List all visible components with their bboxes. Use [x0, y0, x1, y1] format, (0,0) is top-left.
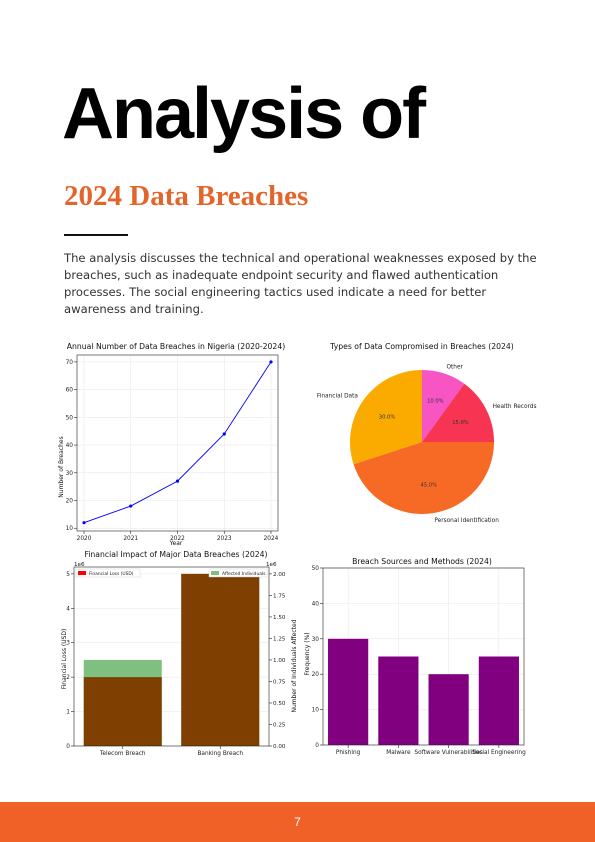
chart-title: Types of Data Compromised in Breaches (2…: [329, 342, 514, 351]
x-tick-label: Malware: [386, 750, 411, 756]
x-tick-label: 2023: [217, 536, 232, 542]
pie-chart: Types of Data Compromised in Breaches (2…: [317, 342, 537, 524]
pie-slice: [350, 370, 422, 465]
y-tick-label: 5: [66, 572, 70, 578]
data-point: [129, 504, 133, 508]
intro-paragraph: The analysis discusses the technical and…: [64, 251, 537, 316]
y-tick-label: 30: [66, 471, 74, 477]
left-scale-label: 1e6: [74, 562, 85, 568]
x-tick-label: 2020: [77, 536, 92, 542]
y2-tick-label: 0.00: [273, 744, 286, 750]
y-tick-label: 30: [312, 637, 320, 643]
slice-percent-label: 10.0%: [427, 399, 444, 405]
page-subtitle: 2024 Data Breaches: [64, 180, 309, 212]
x-tick-label: 2022: [170, 536, 185, 542]
slice-percent-label: 45.0%: [421, 482, 438, 488]
bar: [328, 638, 369, 745]
legend-swatch: [211, 571, 219, 575]
pie-slice: [422, 383, 494, 442]
financial-loss-bar: [83, 677, 162, 746]
x-tick-label: Telecom Breach: [99, 751, 146, 757]
y2-tick-label: 2.00: [273, 572, 286, 578]
y-tick-label: 10: [66, 526, 74, 532]
plot-frame: [76, 354, 279, 532]
y-axis-label: Number of Breaches: [58, 436, 65, 497]
y-axis-label: Financial Loss (USD): [61, 629, 68, 690]
y2-tick-label: 0.25: [273, 722, 286, 728]
financial-loss-bar: [181, 573, 260, 746]
x-tick-label: Social Engineering: [472, 750, 526, 756]
data-point: [82, 521, 86, 525]
legend-swatch: [78, 571, 86, 575]
slice-percent-label: 30.0%: [379, 414, 396, 420]
x-tick-label: Banking Breach: [197, 751, 243, 757]
x-tick-label: Software Vulnerabilities: [414, 750, 482, 756]
right-scale-label: 1e6: [266, 562, 277, 568]
page-number: 7: [294, 815, 301, 829]
page-footer: 7: [0, 802, 595, 842]
y-tick-label: 2: [66, 675, 70, 681]
x-tick-label: Phishing: [336, 750, 361, 756]
data-point: [269, 360, 273, 364]
y-tick-label: 10: [312, 708, 320, 714]
bar-chart: Breach Sources and Methods (2024) Freque…: [304, 557, 526, 756]
y2-tick-label: 0.75: [273, 679, 286, 685]
y-tick-label: 1: [66, 710, 70, 716]
y-tick-label: 60: [66, 388, 74, 394]
y-tick-label: 20: [66, 499, 74, 505]
bar: [478, 656, 519, 745]
data-point: [222, 432, 226, 436]
y-tick-label: 50: [66, 415, 74, 421]
y-tick-label: 50: [312, 566, 320, 572]
y2-tick-label: 1.75: [273, 593, 286, 599]
chart-title: Breach Sources and Methods (2024): [352, 557, 492, 566]
page-title: Analysis of: [62, 74, 426, 154]
dual-bar-chart: Financial Impact of Major Data Breaches …: [61, 550, 298, 757]
y2-tick-label: 1.50: [273, 615, 286, 621]
legend-box: [75, 568, 141, 578]
slice-label: Other: [446, 365, 463, 371]
y-axis-label: Frequency (%): [304, 632, 311, 675]
x-tick-label: 2024: [264, 536, 279, 542]
y-tick-label: 4: [66, 606, 70, 612]
plot-frame: [322, 567, 525, 746]
y-tick-label: 0: [315, 743, 319, 749]
pie-slice: [422, 370, 465, 442]
y2-tick-label: 1.00: [273, 658, 286, 664]
slice-label: Financial Data: [317, 393, 359, 399]
bar: [378, 656, 419, 745]
title-divider: [64, 234, 128, 236]
y-tick-label: 40: [312, 601, 320, 607]
slice-percent-label: 15.0%: [452, 420, 469, 426]
chart-title: Annual Number of Data Breaches in Nigeri…: [67, 342, 285, 351]
y-tick-label: 3: [66, 641, 70, 647]
pie-slice: [353, 442, 494, 514]
y-tick-label: 40: [66, 443, 74, 449]
legend-label: Affected Individuals: [222, 571, 266, 577]
y2-tick-label: 1.25: [273, 636, 286, 642]
legend-box: [208, 568, 268, 578]
chart-title: Financial Impact of Major Data Breaches …: [84, 550, 267, 559]
x-axis-label: Year: [169, 540, 183, 547]
plot-frame: [73, 566, 270, 747]
legend-label: Financial Loss (USD): [89, 571, 134, 577]
bar: [428, 674, 469, 745]
y2-tick-label: 0.50: [273, 701, 286, 707]
line-chart: Annual Number of Data Breaches in Nigeri…: [58, 342, 285, 547]
slice-label: Personal Identification: [434, 518, 499, 524]
right-y-axis-label: Number of Individuals Affected: [291, 619, 298, 712]
x-tick-label: 2021: [123, 536, 138, 542]
y-tick-label: 70: [66, 360, 74, 366]
y-tick-label: 20: [312, 672, 320, 678]
data-point: [175, 479, 180, 483]
y-tick-label: 0: [66, 744, 70, 750]
slice-label: Health Records: [493, 404, 537, 410]
